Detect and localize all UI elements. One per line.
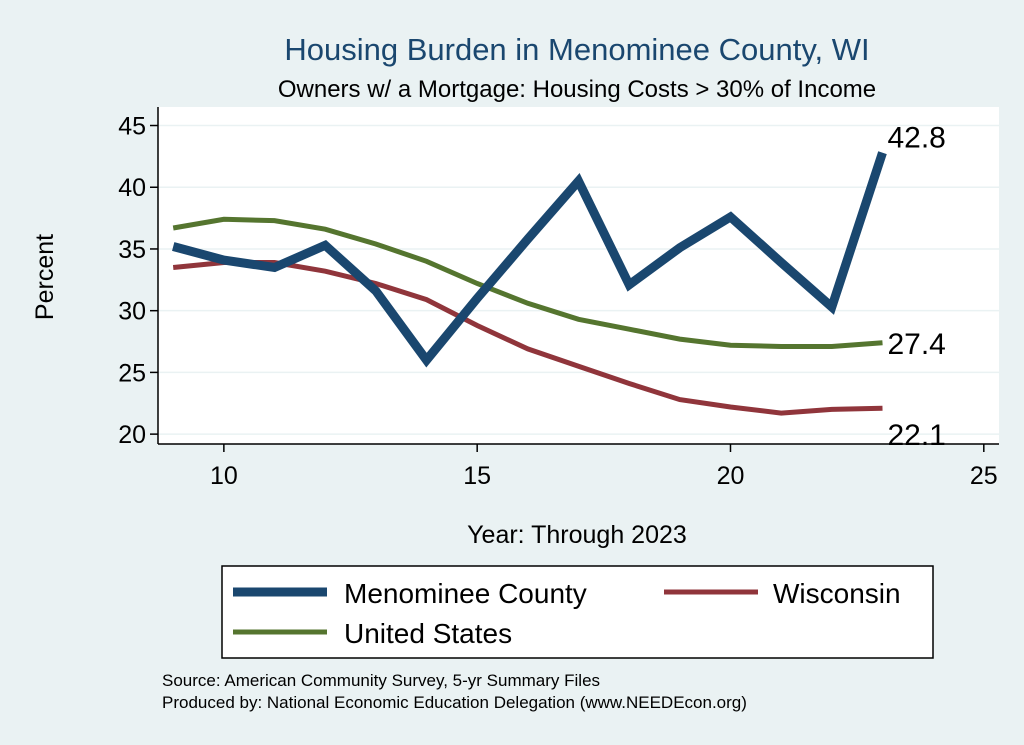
y-tick-label-45: 45 — [118, 113, 146, 141]
y-tick-label-30: 30 — [118, 298, 146, 326]
end-label-menominee-county: 42.8 — [887, 122, 945, 155]
series-line-wisconsin — [172, 260, 883, 416]
legend-box — [221, 565, 934, 659]
end-label-wisconsin: 22.1 — [887, 419, 945, 452]
producer-note: Produced by: National Economic Education… — [162, 693, 747, 712]
chart-subtitle: Owners w/ a Mortgage: Housing Costs > 30… — [278, 76, 876, 103]
plot-area — [158, 107, 999, 444]
y-axis-title: Percent — [31, 234, 59, 320]
x-tick-label-20: 20 — [717, 462, 745, 490]
y-tick-label-35: 35 — [118, 236, 146, 264]
end-label-united-states: 27.4 — [887, 328, 945, 361]
legend-label-menominee: Menominee County — [344, 578, 587, 609]
series-line-united-states — [172, 216, 883, 349]
chart-title: Housing Burden in Menominee County, WI — [284, 32, 869, 67]
x-tick-label-25: 25 — [970, 462, 998, 490]
series-lines — [172, 151, 887, 416]
source-note: Source: American Community Survey, 5-yr … — [162, 671, 600, 690]
y-tick-label-40: 40 — [118, 174, 146, 202]
legend-label-wisconsin: Wisconsin — [773, 578, 901, 609]
y-tick-label-25: 25 — [118, 359, 146, 387]
x-tick-label-10: 10 — [210, 462, 238, 490]
series-line-menominee-county — [172, 151, 887, 368]
axes: 20 25 30 35 40 45 10 15 20 25 — [118, 107, 999, 490]
x-tick-label-15: 15 — [463, 462, 491, 490]
legend: Menominee County Wisconsin United States — [221, 565, 934, 659]
end-labels: 42.8 22.1 27.4 — [887, 122, 945, 453]
y-tick-label-20: 20 — [118, 421, 146, 449]
x-axis-title: Year: Through 2023 — [467, 521, 687, 549]
legend-label-united-states: United States — [344, 618, 512, 649]
